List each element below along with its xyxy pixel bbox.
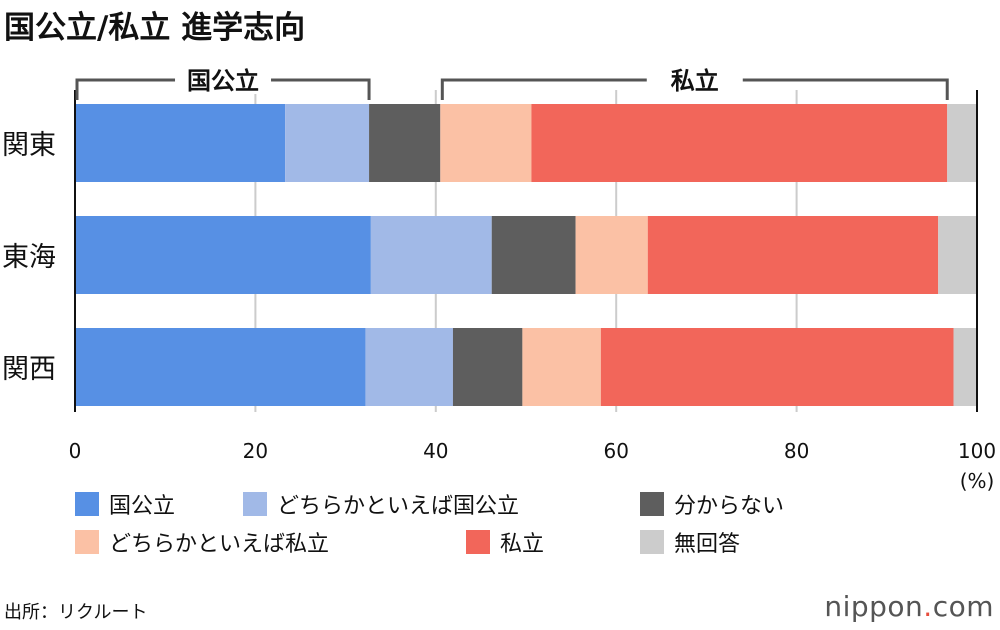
bar-segment	[600, 328, 954, 406]
legend-label: どちらかといえば国公立	[277, 494, 520, 519]
x-tick-label: 0	[69, 439, 82, 463]
bar-segment	[370, 216, 492, 294]
bar-segment	[575, 216, 648, 294]
bar-segment	[531, 104, 948, 182]
chart-title: 国公立/私立 進学志向	[4, 10, 306, 46]
legend-item: 分からない	[640, 488, 784, 520]
legend-label: どちらかといえば私立	[109, 532, 330, 557]
legend-item: 無回答	[640, 526, 740, 558]
legend-swatch	[640, 492, 664, 516]
x-tick-label: 80	[784, 439, 809, 463]
bracket-label-bg	[646, 64, 743, 94]
bar-segment	[285, 104, 370, 182]
source-note: 出所：リクルート	[4, 602, 148, 623]
bar-segment	[440, 104, 532, 182]
x-tick-label: 100	[958, 439, 996, 463]
legend-label: 無回答	[674, 532, 741, 557]
bar-segment	[947, 104, 977, 182]
bar-segment	[75, 216, 371, 294]
legend-label: 分からない	[674, 494, 785, 519]
bar-segment	[522, 328, 601, 406]
legend-item: 国公立	[75, 488, 175, 520]
x-tick-label: 60	[603, 439, 628, 463]
x-tick-label: 20	[243, 439, 268, 463]
bar-segment	[491, 216, 576, 294]
legend-item: どちらかといえば私立	[75, 526, 329, 558]
legend-swatch	[243, 492, 267, 516]
bar-segment	[365, 328, 453, 406]
bracket-label-bg	[175, 64, 272, 94]
x-unit-label: (%)	[960, 469, 995, 493]
x-tick-label: 40	[423, 439, 448, 463]
bar-segment	[75, 328, 366, 406]
legend-label: 国公立	[109, 494, 176, 519]
bar-segment	[75, 104, 286, 182]
category-label: 関東	[2, 130, 56, 161]
legend-item: 私立	[466, 526, 544, 558]
legend-swatch	[640, 530, 664, 554]
legend-label: 私立	[500, 532, 545, 557]
legend-swatch	[466, 530, 490, 554]
category-label: 東海	[2, 242, 56, 273]
bracket-label: 私立	[671, 67, 719, 95]
category-label: 関西	[2, 354, 56, 385]
legend-item: どちらかといえば国公立	[243, 488, 519, 520]
bar-segment	[452, 328, 523, 406]
bracket-label: 国公立	[187, 67, 259, 95]
bar-segment	[647, 216, 939, 294]
legend-swatch	[75, 492, 99, 516]
nippon-logo: nippon.com	[824, 590, 994, 623]
bar-segment	[938, 216, 977, 294]
bar-segment	[369, 104, 441, 182]
legend-swatch	[75, 530, 99, 554]
bar-segment	[953, 328, 977, 406]
